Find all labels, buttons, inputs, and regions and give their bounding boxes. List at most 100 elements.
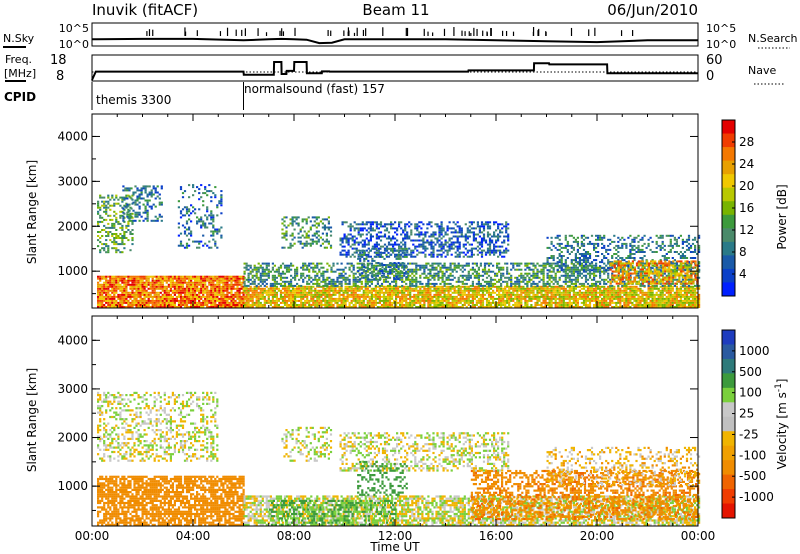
data-point: [473, 291, 476, 294]
data-point: [524, 278, 527, 281]
data-point: [467, 264, 470, 267]
data-point: [196, 304, 199, 306]
data-point: [623, 287, 626, 290]
data-point: [590, 287, 594, 290]
data-point: [298, 278, 301, 281]
data-point: [261, 262, 264, 265]
data-point: [109, 306, 112, 308]
data-point: [308, 301, 311, 304]
data-point: [407, 278, 410, 281]
data-point: [417, 295, 420, 298]
data-point: [336, 276, 339, 279]
data-point: [175, 289, 178, 292]
data-point: [603, 297, 606, 300]
data-point: [216, 283, 219, 286]
data-point: [228, 275, 231, 278]
data-point: [163, 287, 166, 290]
data-point: [663, 304, 666, 306]
data-point: [117, 295, 120, 298]
data-point: [597, 280, 600, 283]
data-point: [572, 266, 575, 269]
data-point: [105, 281, 108, 284]
data-point: [679, 293, 682, 296]
data-point: [210, 277, 213, 280]
data-point: [271, 276, 274, 279]
data-point: [374, 272, 377, 275]
data-point: [113, 239, 116, 242]
data-point: [388, 306, 392, 308]
data-point: [516, 280, 519, 283]
data-point: [663, 272, 666, 275]
data-point: [141, 279, 144, 282]
data-point: [481, 293, 485, 296]
data-point: [399, 306, 402, 308]
data-point: [283, 297, 287, 300]
data-point: [477, 276, 480, 279]
data-point: [188, 275, 191, 278]
data-point: [516, 301, 519, 304]
data-point: [208, 289, 211, 292]
data-point: [639, 270, 642, 273]
data-point: [346, 282, 349, 285]
data-point: [267, 291, 270, 294]
data-point: [279, 295, 283, 298]
data-point: [504, 289, 507, 292]
data-point: [411, 299, 414, 302]
data-point: [129, 304, 132, 306]
data-point: [623, 289, 626, 292]
data-point: [599, 304, 602, 306]
data-point: [502, 291, 505, 294]
data-point: [475, 301, 478, 304]
data-point: [667, 289, 670, 292]
data-point: [300, 304, 303, 306]
data-point: [487, 295, 491, 298]
data-point: [498, 297, 501, 300]
data-point: [393, 287, 396, 290]
data-point: [131, 243, 134, 246]
data-point: [370, 270, 373, 273]
data-point: [651, 295, 654, 298]
data-point: [198, 279, 201, 282]
data-point: [593, 291, 596, 294]
data-point: [538, 299, 541, 302]
data-point: [536, 295, 539, 298]
data-point: [292, 306, 295, 308]
data-point: [302, 280, 305, 283]
data-point: [204, 285, 207, 288]
data-point: [419, 287, 422, 290]
data-point: [340, 282, 343, 285]
data-point: [651, 293, 654, 296]
data-point: [597, 306, 600, 308]
data-point: [623, 306, 626, 308]
data-point: [508, 272, 511, 275]
data-point: [510, 295, 513, 298]
data-point: [609, 301, 612, 304]
data-point: [542, 299, 545, 302]
data-point: [163, 275, 166, 278]
data-point: [471, 272, 474, 275]
data-point: [330, 287, 333, 290]
data-point: [388, 301, 392, 304]
data-point: [326, 295, 329, 298]
data-point: [538, 287, 541, 290]
data-point: [238, 281, 241, 284]
data-point: [564, 278, 567, 281]
data-point: [417, 291, 420, 294]
data-point: [520, 268, 523, 271]
data-point: [489, 297, 493, 300]
data-point: [103, 281, 106, 284]
data-point: [163, 306, 166, 308]
data-point: [593, 306, 596, 308]
data-point: [218, 306, 221, 308]
data-point: [409, 284, 412, 287]
data-point: [471, 282, 474, 285]
data-point: [308, 285, 311, 288]
data-point: [222, 304, 225, 306]
data-point: [457, 287, 460, 290]
data-point: [502, 272, 505, 275]
data-point: [240, 283, 243, 286]
data-point: [689, 268, 693, 271]
data-point: [590, 289, 594, 292]
data-point: [607, 297, 610, 300]
data-point: [380, 304, 384, 306]
